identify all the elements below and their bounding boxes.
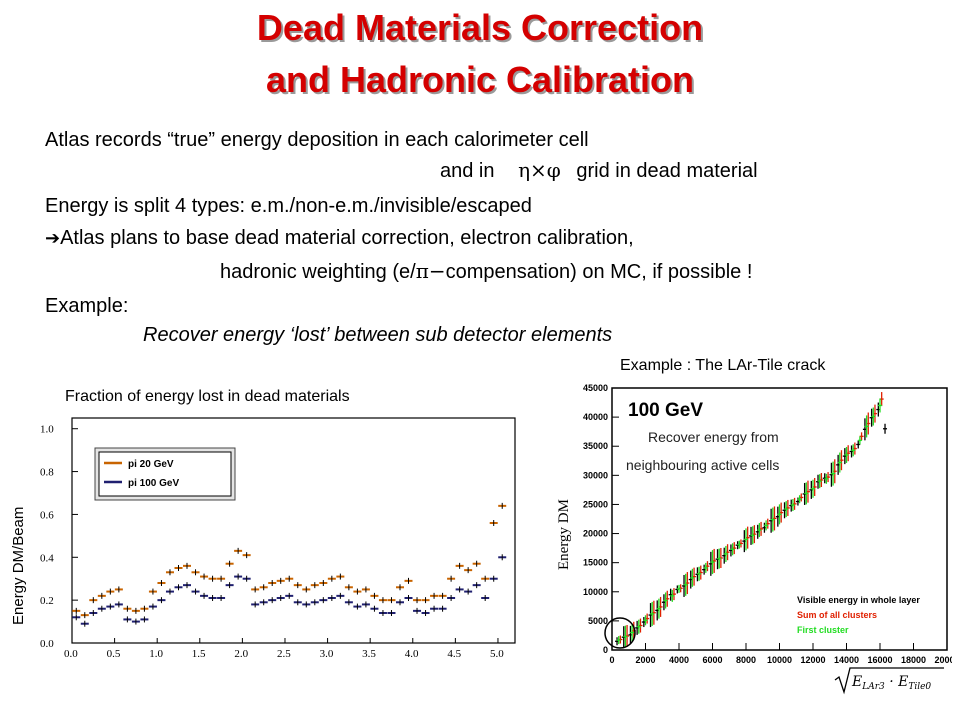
- right-x-tick-label: 14000: [834, 655, 859, 665]
- left-x-tick-label: 1.5: [192, 648, 206, 660]
- left-y-tick-label: 1.0: [40, 424, 54, 436]
- slide-title-line1: Dead Materials Correction: [256, 7, 704, 48]
- right-y-tick-label: 0: [603, 645, 608, 655]
- left-y-tick-label: 0.8: [40, 467, 54, 479]
- body-line-2-pre: and in: [440, 160, 495, 182]
- right-y-tick-label: 25000: [583, 499, 608, 509]
- left-legend-item-2: pi 100 GeV: [128, 478, 179, 489]
- eta-phi-symbol: η×φ: [518, 158, 561, 182]
- right-legend-item-2: Sum of all clusters: [797, 610, 877, 620]
- left-plot-caption: Fraction of energy lost in dead material…: [65, 388, 350, 405]
- right-x-tick-label: 18000: [901, 655, 926, 665]
- right-y-tick-label: 15000: [583, 558, 608, 568]
- right-plot-annotation-line2: neighbouring active cells: [626, 457, 779, 473]
- left-y-tick-label: 0.0: [40, 638, 54, 650]
- right-plot-energy-label: 100 GeV: [628, 400, 703, 421]
- left-legend-item-1: pi 20 GeV: [128, 459, 174, 470]
- right-y-tick-label: 5000: [588, 616, 608, 626]
- right-plot-caption: Example : The LAr-Tile crack: [620, 357, 826, 374]
- left-plot: 0.0 0.2 0.4 0.6 0.8 1.0 0.0 0.5 1.0 1.5 2.0 2.5 3.0…: [10, 417, 516, 660]
- left-x-tick-label: 2.5: [277, 648, 291, 660]
- right-x-tick-label: 2000: [635, 655, 655, 665]
- left-x-tick-label: 5.0: [490, 648, 504, 660]
- left-x-tick-label: 4.5: [447, 648, 461, 660]
- body-line-3: Energy is split 4 types: e.m./non-e.m./i…: [45, 195, 532, 217]
- body-line-5-pre: hadronic weighting (e/: [220, 261, 416, 283]
- example-text: Recover energy ‘lost’ between sub detect…: [143, 324, 613, 346]
- left-x-tick-label: 3.5: [362, 648, 376, 660]
- slide-title-line2: and Hadronic Calibration: [265, 59, 695, 100]
- left-plot-ylabel: Energy DM/Beam: [10, 507, 27, 625]
- right-y-tick-label: 10000: [583, 587, 608, 597]
- left-y-tick-label: 0.4: [40, 552, 54, 564]
- body-line-4: ➔Atlas plans to base dead material corre…: [45, 226, 634, 251]
- origin-highlight-circle: [604, 617, 636, 649]
- right-plot: 0500010000150002000025000300003500040000…: [556, 383, 952, 695]
- right-x-tick-label: 16000: [867, 655, 892, 665]
- right-x-tick-label: 20000: [934, 655, 952, 665]
- right-y-tick-label: 40000: [583, 412, 608, 422]
- left-x-tick-label: 0.5: [107, 648, 121, 660]
- right-y-tick-label: 45000: [583, 383, 608, 393]
- right-x-tick-label: 10000: [767, 655, 792, 665]
- right-x-tick-label: 4000: [669, 655, 689, 665]
- right-plot-annotation-line1: Recover energy from: [648, 429, 779, 445]
- right-x-tick-label: 6000: [702, 655, 722, 665]
- pi-symbol: π−: [415, 259, 446, 283]
- left-x-tick-label: 0.0: [64, 648, 78, 660]
- right-plot-xlabel: ELAr3 · ETile0: [834, 667, 944, 695]
- right-x-tick-label: 8000: [736, 655, 756, 665]
- xlabel-e-lar3: ELAr3 · ETile0: [851, 674, 931, 692]
- body-line-2-post: grid in dead material: [576, 160, 758, 182]
- example-label: Example:: [45, 295, 129, 317]
- left-x-tick-label: 1.0: [149, 648, 163, 660]
- right-plot-ylabel: Energy DM: [556, 499, 572, 570]
- left-y-tick-label: 0.2: [40, 595, 54, 607]
- left-x-tick-label: 4.0: [405, 648, 419, 660]
- left-x-tick-label: 2.0: [234, 648, 248, 660]
- right-y-tick-label: 30000: [583, 470, 608, 480]
- right-y-tick-label: 35000: [583, 441, 608, 451]
- right-legend-item-1: Visible energy in whole layer: [797, 595, 920, 605]
- right-y-tick-label: 20000: [583, 529, 608, 539]
- left-plot-legend: pi 20 GeV pi 100 GeV: [94, 447, 236, 501]
- right-x-tick-label: 12000: [800, 655, 825, 665]
- right-legend-item-3: First cluster: [797, 625, 849, 635]
- right-arrow-icon: ➔: [45, 228, 61, 249]
- body-line-1: Atlas records “true” energy deposition i…: [45, 129, 589, 151]
- left-y-tick-label: 0.6: [40, 509, 54, 521]
- body-line-5: hadronic weighting (e/π−compensation) on…: [220, 259, 752, 284]
- body-line-2: and in η×φ grid in dead material: [440, 158, 758, 183]
- body-line-4-text: Atlas plans to base dead material correc…: [60, 227, 634, 249]
- body-line-5-post: compensation) on MC, if possible !: [445, 261, 753, 283]
- left-x-tick-label: 3.0: [320, 648, 334, 660]
- right-x-tick-label: 0: [609, 655, 614, 665]
